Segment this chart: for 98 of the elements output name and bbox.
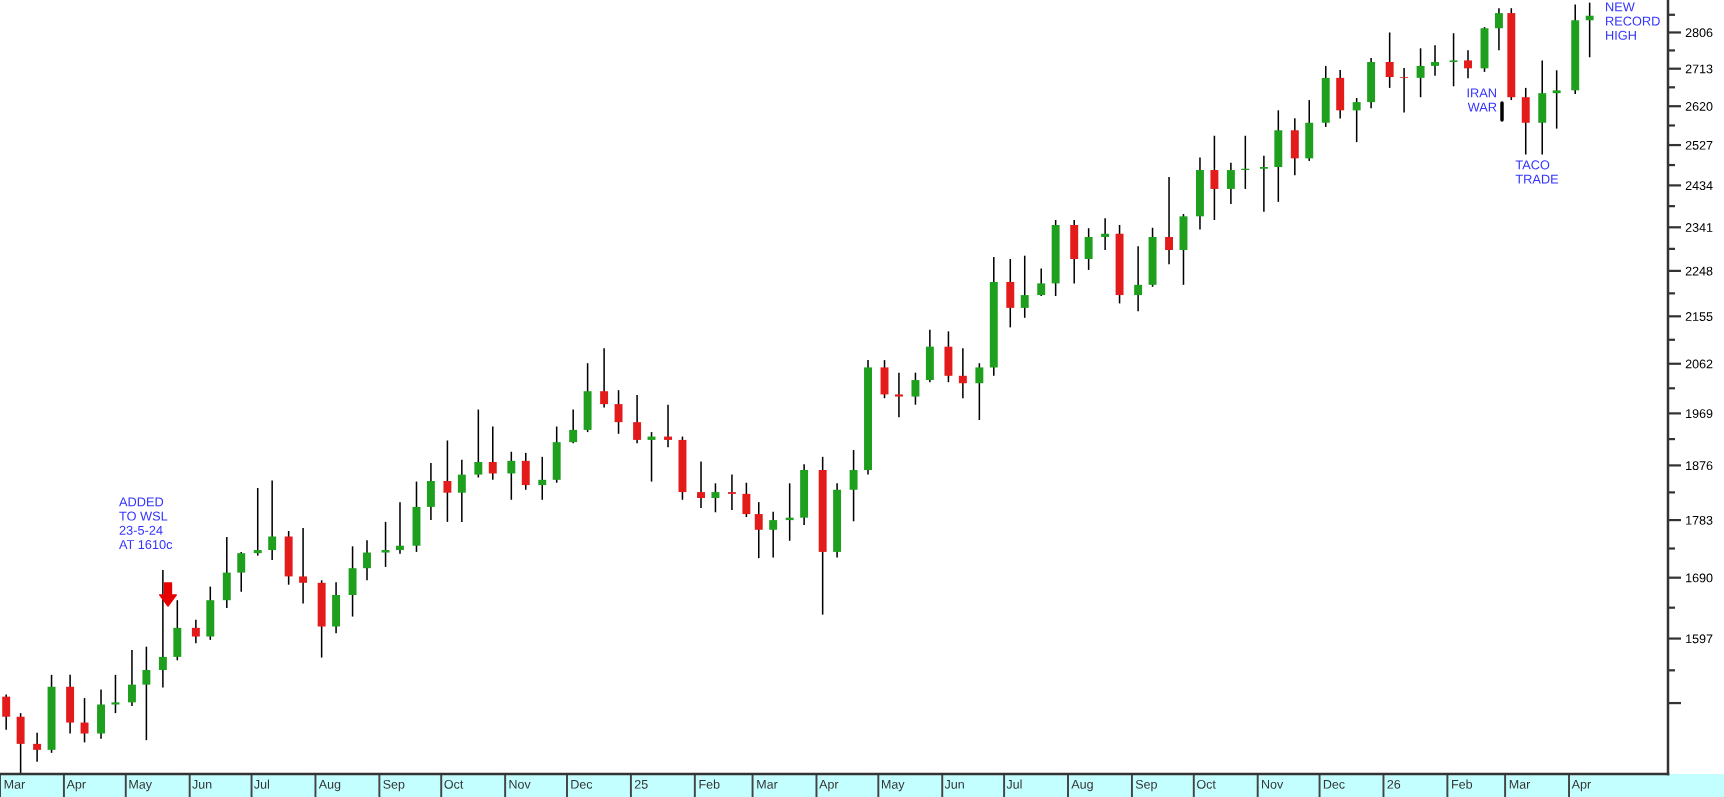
candlestick [142,645,151,741]
candlestick [268,479,277,561]
candlestick [396,501,404,555]
x-tick-label: Apr [819,780,839,792]
candlestick [457,458,466,523]
x-tick-label: Sep [1135,779,1157,792]
candlestick [1101,217,1110,251]
x-tick-label: Mar [1509,780,1531,789]
x-tick-label: Oct [1197,779,1216,789]
y-tick-label: 2713 [1685,64,1713,74]
candlestick [633,394,642,445]
candlestick [111,674,120,714]
candlestick [1552,69,1561,130]
candlestick [711,482,720,514]
x-tick-label: Feb [699,779,720,789]
x-tick-label: Aug [1071,780,1093,792]
candlestick [849,449,858,523]
y-tick-label: 2806 [1685,28,1713,38]
y-tick-label: 2527 [1685,140,1713,150]
y-tick-label: 1876 [1686,461,1713,471]
candlestick [1226,161,1235,205]
x-tick-label: Feb [1452,779,1473,789]
candlestick [1400,67,1409,114]
x-tick-label: Jun [192,780,212,789]
x-tick-label: May [129,780,152,792]
candlestick [1210,134,1219,221]
candlestick [1431,44,1439,77]
y-tick-label: 1783 [1686,515,1713,525]
x-tick-label: Mar [757,780,778,789]
candlestick [507,450,516,501]
candlestick [80,697,89,744]
x-tick-label: Dec [1323,780,1345,789]
x-tick-label: Dec [571,780,593,789]
x-tick-label: 26 [1387,779,1401,789]
candlestick [727,473,736,511]
candlestick [1084,227,1093,271]
x-tick-label: Oct [444,779,464,789]
candlestick [697,460,705,509]
y-tick-label: 2062 [1685,359,1713,369]
x-tick-label: Apr [66,780,86,792]
candlestick [769,510,778,559]
annotation: IRAN WAR [1467,88,1497,112]
candlestick [1020,254,1029,319]
candlestick [975,362,984,421]
x-tick-label: Aug [318,780,341,792]
candlestick [1385,31,1394,89]
candlestick [1464,49,1472,80]
candlestick [911,371,920,406]
candlestick [1416,47,1425,98]
x-tick-label: Mar [4,780,25,789]
candlestick [381,521,390,568]
x-tick-label: May [881,780,905,792]
x-tick-label: 25 [634,779,648,789]
candlestick [754,501,763,559]
candlestick [127,649,136,707]
candlestick [443,439,452,523]
candlestick [1449,32,1458,88]
candlestick [569,408,578,445]
x-tick-label: Jul [254,779,269,789]
candlestick [600,347,609,409]
candlestick [1352,97,1361,143]
y-tick-label: 2248 [1685,266,1713,276]
candlestick [191,619,200,645]
candlestick [2,693,11,731]
x-tick-label: Apr [1571,780,1591,792]
candlestick [363,539,371,582]
x-tick-label: Jul [1006,779,1022,789]
candlestick [253,487,262,557]
candlestick [488,425,497,481]
candlestick [1037,267,1046,297]
y-tick-label: 2434 [1685,181,1713,191]
annotation: NEW RECORD HIGH [1606,2,1660,40]
y-tick-label: 2341 [1685,223,1713,232]
candlestick [614,389,623,435]
candlestick [474,408,483,479]
y-tick-label: 2155 [1685,312,1713,321]
x-tick-label: Nov [509,780,531,789]
annotation: ADDED TO WSL 23-5-24 AT 1610c [119,497,173,550]
candlestick [158,569,167,689]
candlestick [1134,245,1143,313]
candlestick [33,732,42,763]
y-tick-label: 1690 [1686,573,1713,583]
y-tick-label: 1597 [1686,634,1713,644]
candlestick [894,371,903,418]
x-tick-label: Nov [1262,780,1284,789]
candlestick [1259,155,1268,213]
candlestick [958,347,967,399]
candlestick [1494,7,1503,52]
candlestick [299,527,308,605]
candlestick [742,481,751,518]
candlestick [1165,176,1174,265]
x-tick-label: Jun [944,780,964,789]
y-tick-label: 2620 [1685,102,1713,111]
candlestick [237,551,246,593]
candlestick [538,456,547,501]
x-tick-label: Sep [383,779,405,792]
annotation: TACO TRADE [1515,160,1559,184]
y-tick-label: 1969 [1686,409,1713,419]
